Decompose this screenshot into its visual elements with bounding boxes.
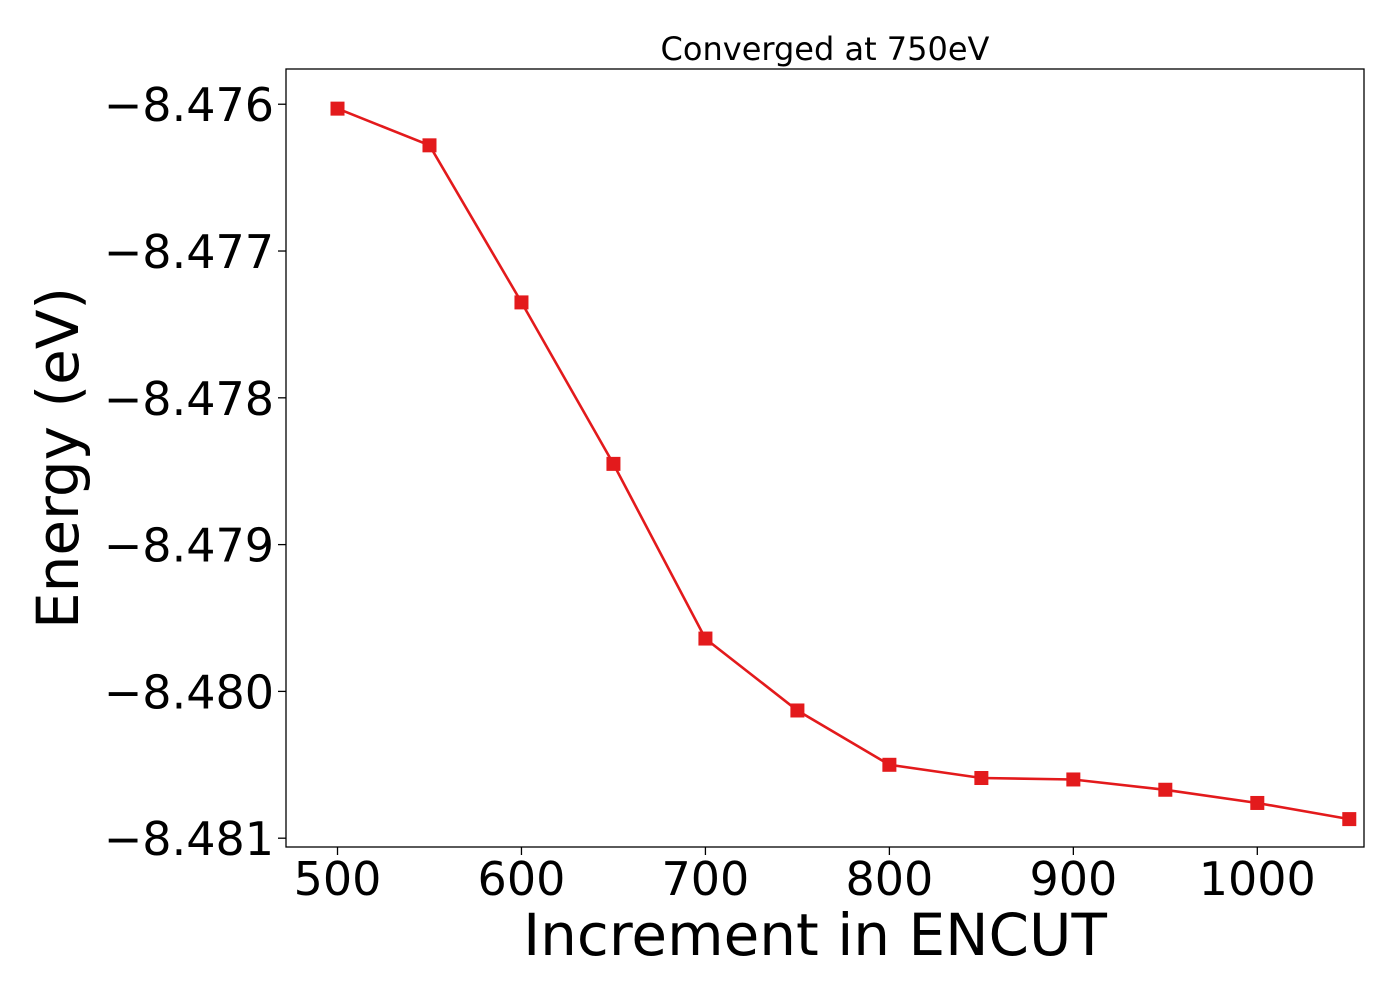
y-tick-label: −8.476: [104, 78, 274, 132]
data-point-marker: [974, 771, 989, 786]
y-tick-label: −8.479: [104, 519, 274, 573]
y-axis-label: Energy (eV): [24, 287, 92, 629]
data-point-marker: [882, 757, 897, 772]
chart-title: Converged at 750eV: [661, 30, 990, 68]
data-point-marker: [514, 295, 529, 310]
x-tick-label: 500: [294, 852, 382, 906]
data-point-marker: [330, 101, 345, 116]
x-tick-label: 800: [845, 852, 933, 906]
x-tick-label: 600: [478, 852, 566, 906]
y-tick-label: −8.478: [104, 372, 274, 426]
x-tick-label: 900: [1029, 852, 1117, 906]
data-point-marker: [698, 631, 713, 646]
data-point-marker: [422, 138, 437, 153]
plot-frame: [285, 68, 1365, 848]
x-tick-label: 1000: [1199, 852, 1316, 906]
data-point-marker: [1066, 772, 1081, 787]
x-axis-label: Increment in ENCUT: [523, 901, 1107, 969]
data-point-marker: [1158, 782, 1173, 797]
data-point-marker: [606, 456, 621, 471]
data-point-marker: [1250, 795, 1265, 810]
series-line: [337, 107, 1350, 821]
x-axis: 500 600 700 800 900 1000: [294, 847, 1316, 906]
y-tick-label: −8.477: [104, 225, 274, 279]
y-tick-label: −8.481: [104, 812, 274, 866]
plot-marks: [330, 101, 1357, 827]
data-point-marker: [790, 703, 805, 718]
data-point-marker: [1342, 812, 1357, 827]
y-axis: −8.476 −8.477 −8.478 −8.479 −8.480 −8.481: [104, 78, 286, 866]
x-tick-label: 700: [662, 852, 750, 906]
y-tick-label: −8.480: [104, 665, 274, 719]
